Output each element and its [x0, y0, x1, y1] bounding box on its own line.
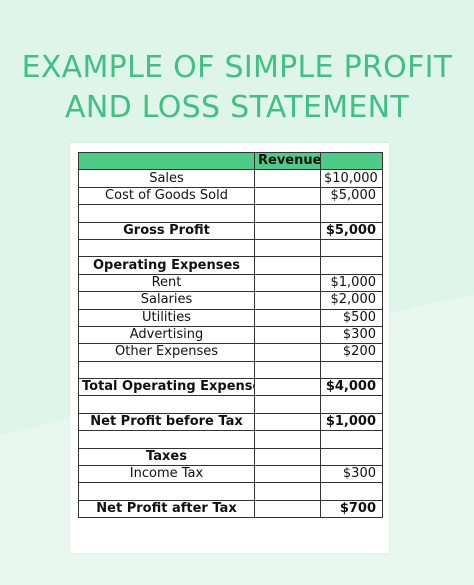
table-row: [78, 430, 383, 449]
table-row: Income Tax $300: [78, 465, 383, 484]
row-label-cell[interactable]: Rent: [78, 273, 255, 293]
table-row: Gross Profit $5,000: [78, 221, 383, 240]
row-value-cell[interactable]: $5,000: [320, 221, 383, 240]
row-label-cell[interactable]: Net Profit before Tax: [78, 412, 255, 432]
row-revenue-cell[interactable]: [254, 412, 321, 432]
header-revenue-cell[interactable]: Revenue: [254, 151, 321, 171]
row-label-cell[interactable]: Utilities: [78, 308, 255, 327]
row-label-cell[interactable]: Salaries: [78, 291, 255, 310]
title-line-1: EXAMPLE OF SIMPLE PROFIT: [21, 50, 453, 85]
row-value-cell[interactable]: $2,000: [320, 291, 383, 310]
table-row: [78, 204, 383, 223]
row-label-cell[interactable]: Operating Expenses: [78, 256, 255, 275]
row-revenue-cell[interactable]: [254, 465, 321, 484]
table-row: Taxes: [78, 447, 383, 467]
header-value-cell[interactable]: [320, 151, 383, 171]
row-label-cell[interactable]: Net Profit after Tax: [78, 499, 255, 519]
row-revenue-cell[interactable]: [254, 499, 321, 519]
row-value-cell[interactable]: [320, 430, 383, 449]
table-row: Rent $1,000: [78, 273, 383, 293]
row-label-cell[interactable]: [78, 430, 255, 449]
row-revenue-cell[interactable]: [254, 482, 321, 501]
row-revenue-cell[interactable]: [254, 430, 321, 449]
table-row: Net Profit after Tax $700: [78, 499, 383, 519]
table-row: [78, 395, 383, 414]
row-revenue-cell[interactable]: [254, 238, 321, 258]
row-value-cell[interactable]: $10,000: [320, 169, 383, 188]
table-row: [78, 360, 383, 380]
table-row: Advertising $300: [78, 325, 383, 345]
row-revenue-cell[interactable]: [254, 256, 321, 275]
table-header-row: Revenue: [78, 151, 383, 171]
profit-loss-table: Revenue Sales $10,000 Cost of Goods Sold $5…: [78, 151, 383, 519]
table-row: Net Profit before Tax $1,000: [78, 412, 383, 432]
row-value-cell[interactable]: $1,000: [320, 412, 383, 432]
row-revenue-cell[interactable]: [254, 360, 321, 380]
title-line-2: AND LOSS STATEMENT: [65, 90, 409, 125]
row-label-cell[interactable]: [78, 395, 255, 414]
row-label-cell[interactable]: Income Tax: [78, 465, 255, 484]
row-value-cell[interactable]: $5,000: [320, 186, 383, 206]
row-value-cell[interactable]: [320, 482, 383, 501]
header-label-cell[interactable]: [78, 151, 255, 171]
row-value-cell[interactable]: $1,000: [320, 273, 383, 293]
row-revenue-cell[interactable]: [254, 273, 321, 293]
spreadsheet-sheet: Revenue Sales $10,000 Cost of Goods Sold $5…: [70, 143, 389, 553]
row-label-cell[interactable]: Advertising: [78, 325, 255, 345]
row-value-cell[interactable]: $200: [320, 343, 383, 362]
table-row: Total Operating Expenses $4,000: [78, 378, 383, 397]
page-title: EXAMPLE OF SIMPLE PROFIT AND LOSS STATEM…: [0, 48, 474, 128]
row-value-cell[interactable]: $700: [320, 499, 383, 519]
row-revenue-cell[interactable]: [254, 395, 321, 414]
row-revenue-cell[interactable]: [254, 291, 321, 310]
row-label-cell[interactable]: [78, 238, 255, 258]
row-revenue-cell[interactable]: [254, 447, 321, 467]
table-row: Cost of Goods Sold $5,000: [78, 186, 383, 206]
row-value-cell[interactable]: [320, 395, 383, 414]
row-label-cell[interactable]: [78, 482, 255, 501]
row-revenue-cell[interactable]: [254, 186, 321, 206]
row-value-cell[interactable]: [320, 238, 383, 258]
table-row: Operating Expenses: [78, 256, 383, 275]
row-value-cell[interactable]: $500: [320, 308, 383, 327]
row-label-cell[interactable]: [78, 360, 255, 380]
row-value-cell[interactable]: $300: [320, 465, 383, 484]
table-row: [78, 482, 383, 501]
row-label-cell[interactable]: Other Expenses: [78, 343, 255, 362]
row-value-cell[interactable]: [320, 204, 383, 223]
table-row: Sales $10,000: [78, 169, 383, 188]
row-value-cell[interactable]: [320, 256, 383, 275]
row-label-cell[interactable]: Gross Profit: [78, 221, 255, 240]
row-revenue-cell[interactable]: [254, 325, 321, 345]
row-revenue-cell[interactable]: [254, 343, 321, 362]
row-value-cell[interactable]: $4,000: [320, 378, 383, 397]
row-revenue-cell[interactable]: [254, 221, 321, 240]
row-label-cell[interactable]: Cost of Goods Sold: [78, 186, 255, 206]
table-row: Salaries $2,000: [78, 291, 383, 310]
row-label-cell[interactable]: Total Operating Expenses: [78, 378, 255, 397]
row-value-cell[interactable]: $300: [320, 325, 383, 345]
table-row: [78, 238, 383, 258]
row-label-cell[interactable]: Sales: [78, 169, 255, 188]
row-revenue-cell[interactable]: [254, 204, 321, 223]
row-label-cell[interactable]: Taxes: [78, 447, 255, 467]
row-value-cell[interactable]: [320, 360, 383, 380]
row-value-cell[interactable]: [320, 447, 383, 467]
row-revenue-cell[interactable]: [254, 378, 321, 397]
row-label-cell[interactable]: [78, 204, 255, 223]
table-row: Utilities $500: [78, 308, 383, 327]
row-revenue-cell[interactable]: [254, 169, 321, 188]
row-revenue-cell[interactable]: [254, 308, 321, 327]
table-row: Other Expenses $200: [78, 343, 383, 362]
